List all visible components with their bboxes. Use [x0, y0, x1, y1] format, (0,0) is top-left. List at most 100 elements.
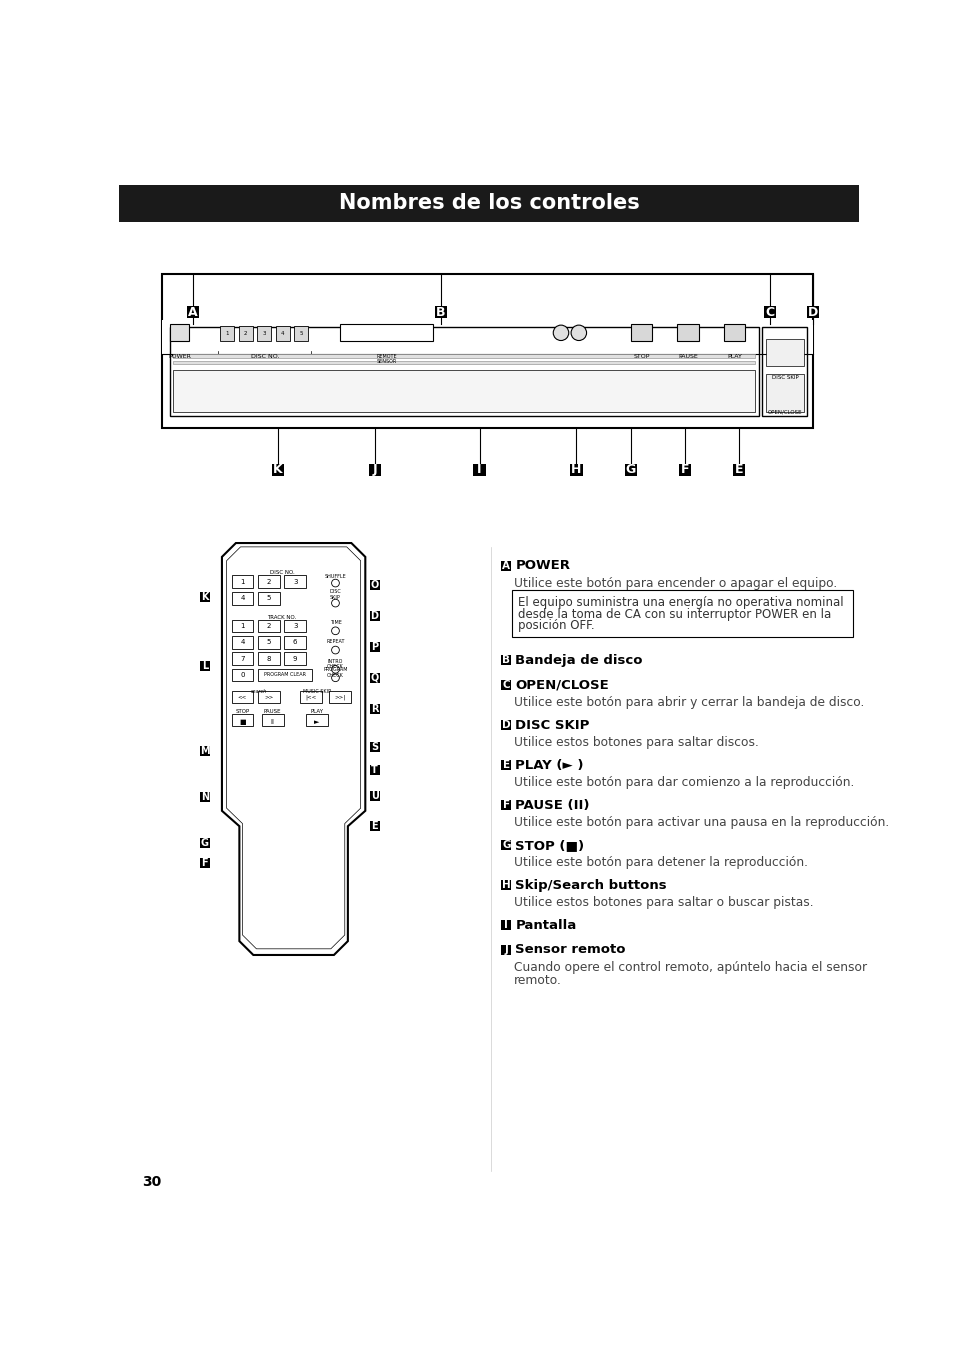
Bar	[199, 746, 210, 755]
Text: OPEN/CLOSE: OPEN/CLOSE	[515, 679, 608, 692]
Text: 30: 30	[142, 1175, 162, 1188]
Text: 8: 8	[266, 656, 271, 661]
Text: PAUSE: PAUSE	[264, 710, 281, 715]
Bar	[261, 714, 283, 726]
Text: J: J	[504, 946, 508, 955]
Bar	[232, 653, 253, 665]
Text: STOP: STOP	[235, 710, 250, 715]
Text: PROGRAM CLEAR: PROGRAM CLEAR	[264, 672, 306, 677]
Bar	[257, 669, 312, 681]
Text: ■: ■	[239, 719, 246, 724]
Text: |<<: |<<	[305, 695, 316, 700]
Text: H: H	[501, 881, 510, 890]
Text: 1: 1	[225, 331, 229, 336]
Text: 5: 5	[299, 331, 303, 336]
Bar	[329, 691, 351, 703]
Bar	[284, 653, 306, 665]
Bar	[232, 621, 253, 633]
Text: D: D	[807, 305, 817, 318]
Bar	[500, 656, 511, 665]
Bar	[294, 326, 308, 341]
PathPatch shape	[222, 544, 365, 955]
Circle shape	[332, 646, 339, 654]
Bar	[257, 576, 279, 588]
Text: desde la toma de CA con su interruptor POWER en la: desde la toma de CA con su interruptor P…	[517, 607, 831, 621]
Bar	[173, 360, 754, 364]
Bar	[299, 691, 321, 703]
Text: J: J	[373, 463, 377, 476]
Bar	[369, 464, 381, 476]
Bar	[170, 324, 189, 341]
Bar	[257, 621, 279, 633]
Bar	[500, 840, 511, 850]
Text: A: A	[188, 305, 197, 318]
Text: G: G	[201, 838, 209, 849]
Bar	[677, 324, 699, 341]
Bar	[500, 944, 511, 955]
Bar	[199, 858, 210, 867]
Text: 9: 9	[293, 656, 297, 661]
Bar	[500, 561, 511, 571]
Text: STOP (■): STOP (■)	[515, 839, 584, 851]
Bar	[765, 374, 802, 413]
Text: P: P	[371, 642, 377, 652]
Bar	[473, 464, 485, 476]
Text: SHUFFLE: SHUFFLE	[324, 573, 346, 579]
Text: F: F	[201, 858, 208, 867]
Text: E: E	[502, 761, 510, 770]
Text: D: D	[501, 720, 510, 730]
Bar	[199, 661, 210, 672]
Bar	[232, 576, 253, 588]
Text: 5: 5	[266, 595, 271, 602]
Text: DISC NO.: DISC NO.	[270, 571, 294, 575]
Bar	[238, 326, 253, 341]
Circle shape	[332, 599, 339, 607]
Text: A: A	[502, 561, 510, 571]
Bar	[369, 742, 379, 753]
Text: >>|: >>|	[335, 695, 345, 700]
Bar	[257, 637, 279, 649]
Text: G: G	[625, 463, 636, 476]
Bar	[369, 642, 379, 652]
Text: C: C	[765, 305, 774, 318]
Bar	[232, 637, 253, 649]
Text: M: M	[200, 746, 210, 755]
Text: REMOTE
SENSOR: REMOTE SENSOR	[375, 353, 396, 364]
Text: El equipo suministra una energía no operativa nominal: El equipo suministra una energía no oper…	[517, 596, 843, 610]
Text: 2: 2	[266, 623, 271, 629]
Text: POWER: POWER	[168, 353, 191, 359]
Text: E: E	[734, 463, 742, 476]
Text: 2: 2	[266, 579, 271, 584]
Bar	[173, 370, 754, 413]
Text: I: I	[476, 463, 481, 476]
Text: Utilice estos botones para saltar discos.: Utilice estos botones para saltar discos…	[513, 737, 758, 749]
Bar	[765, 339, 802, 366]
Text: 5: 5	[266, 639, 271, 645]
Bar	[763, 306, 776, 318]
Text: R: R	[371, 704, 378, 714]
Text: <<: <<	[237, 695, 247, 700]
Text: F: F	[680, 463, 688, 476]
Text: 4: 4	[281, 331, 284, 336]
Bar	[162, 320, 812, 355]
Circle shape	[332, 627, 339, 634]
Bar	[512, 590, 852, 637]
Bar	[369, 611, 379, 621]
Bar	[257, 691, 279, 703]
Bar	[173, 355, 754, 359]
Text: ►: ►	[314, 719, 319, 724]
Circle shape	[571, 325, 586, 340]
Text: DISC SKIP: DISC SKIP	[515, 719, 589, 731]
Text: PAUSE (II): PAUSE (II)	[515, 799, 589, 812]
Bar	[170, 328, 758, 415]
Text: DISC SKIP: DISC SKIP	[771, 375, 798, 380]
Bar	[257, 592, 279, 604]
Bar	[187, 306, 199, 318]
Bar	[624, 464, 637, 476]
Text: TRACK NO.: TRACK NO.	[267, 615, 296, 619]
Bar	[732, 464, 744, 476]
Text: remoto.: remoto.	[513, 974, 561, 987]
Bar	[232, 592, 253, 604]
Text: 4: 4	[240, 639, 244, 645]
Bar	[199, 792, 210, 803]
